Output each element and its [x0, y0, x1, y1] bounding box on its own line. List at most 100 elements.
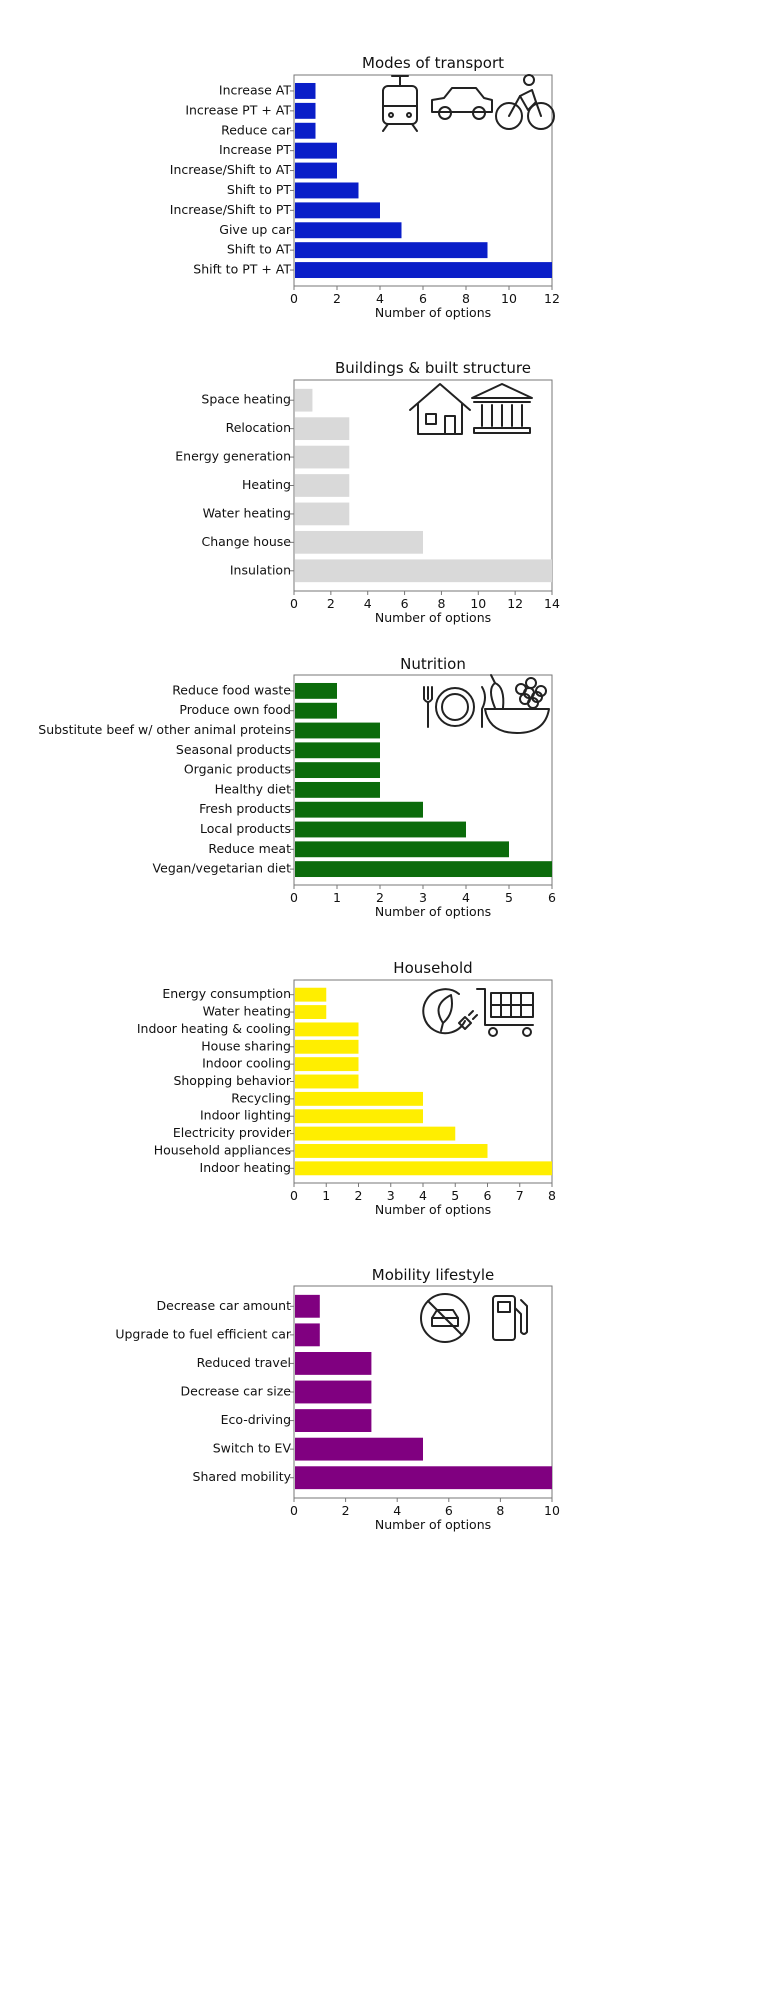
category-label: Water heating — [203, 505, 291, 520]
category-label: Shopping behavior — [173, 1073, 291, 1088]
bar — [295, 474, 350, 497]
bar — [295, 702, 337, 719]
chart-panel-2: Nutrition Reduce food waste Produce own fo… — [38, 655, 556, 919]
category-label: Substitute beef w/ other animal proteins — [38, 722, 291, 737]
x-tick-label: 14 — [544, 596, 560, 611]
category-label: Decrease car amount — [157, 1298, 292, 1313]
x-tick-label: 10 — [470, 596, 486, 611]
bar — [295, 1039, 359, 1054]
x-tick-label: 6 — [445, 1503, 453, 1518]
x-tick-label: 6 — [484, 1188, 492, 1203]
bar — [295, 530, 423, 554]
no-car-icon — [420, 1293, 470, 1343]
category-label: Relocation — [226, 420, 291, 435]
x-tick-label: 3 — [419, 890, 427, 905]
category-label: Increase/Shift to AT — [170, 162, 292, 177]
bar — [295, 1380, 372, 1404]
category-label: Indoor heating & cooling — [137, 1021, 291, 1036]
bar — [295, 82, 316, 99]
bar — [295, 1057, 359, 1072]
chart-panel-1: Buildings & built structure Space heating… — [175, 359, 560, 625]
bar — [295, 182, 359, 199]
x-tick-label: 2 — [376, 890, 384, 905]
bar — [295, 1352, 372, 1375]
category-label: House sharing — [201, 1038, 291, 1053]
chart-panel-4: Mobility lifestyle Decrease car amount Upg… — [115, 1266, 560, 1532]
chart-title: Household — [393, 959, 472, 977]
category-label: Shift to PT — [227, 182, 291, 197]
bar — [295, 242, 488, 259]
category-label: Electricity provider — [173, 1125, 292, 1140]
bar — [295, 682, 337, 699]
category-label: Indoor lighting — [200, 1108, 291, 1123]
x-tick-label: 0 — [290, 890, 298, 905]
cyclist-icon — [495, 74, 555, 130]
house-icon — [409, 383, 471, 435]
bar — [295, 781, 380, 798]
x-axis-label: Number of options — [375, 305, 491, 320]
x-axis-label: Number of options — [375, 1202, 491, 1217]
category-label: Increase AT — [219, 82, 291, 97]
category-label: Switch to EV — [213, 1441, 292, 1456]
x-tick-label: 10 — [501, 291, 517, 306]
x-axis-label: Number of options — [375, 904, 491, 919]
shopping-cart-icon — [476, 988, 534, 1037]
bar — [295, 1466, 552, 1490]
bar — [295, 262, 552, 279]
category-label: Increase PT — [219, 142, 291, 157]
bar — [295, 821, 466, 838]
category-label: Change house — [201, 534, 291, 549]
x-tick-label: 0 — [290, 596, 298, 611]
x-tick-label: 0 — [290, 291, 298, 306]
category-label: Space heating — [201, 392, 291, 407]
x-tick-label: 2 — [333, 291, 341, 306]
category-label: Vegan/vegetarian diet — [153, 861, 292, 876]
bar — [295, 742, 380, 759]
bar — [295, 142, 337, 159]
category-label: Shift to AT — [227, 242, 291, 257]
category-label: Seasonal products — [176, 742, 291, 757]
bar — [295, 1022, 359, 1037]
public-building-icon — [471, 383, 533, 434]
bar — [295, 801, 423, 818]
category-label: Eco-driving — [221, 1412, 291, 1427]
bar — [295, 1126, 456, 1141]
bar — [295, 987, 327, 1002]
x-tick-label: 8 — [548, 1188, 556, 1203]
eco-plug-icon — [422, 988, 478, 1035]
category-label: Local products — [200, 821, 291, 836]
category-label: Shared mobility — [193, 1469, 292, 1484]
category-label: Reduced travel — [197, 1355, 291, 1370]
x-tick-label: 8 — [437, 596, 445, 611]
x-axis-label: Number of options — [375, 610, 491, 625]
x-tick-label: 4 — [419, 1188, 427, 1203]
category-label: Household appliances — [154, 1142, 291, 1157]
category-label: Indoor cooling — [202, 1056, 291, 1071]
x-tick-label: 7 — [516, 1188, 524, 1203]
x-tick-label: 6 — [419, 291, 427, 306]
bar — [295, 841, 509, 858]
x-tick-label: 2 — [327, 596, 335, 611]
fruit-bowl-icon — [484, 674, 550, 734]
x-tick-label: 2 — [342, 1503, 350, 1518]
x-tick-label: 2 — [355, 1188, 363, 1203]
x-tick-label: 10 — [544, 1503, 560, 1518]
bar — [295, 102, 316, 119]
bar — [295, 388, 313, 412]
x-tick-label: 1 — [322, 1188, 330, 1203]
x-tick-label: 0 — [290, 1503, 298, 1518]
bar — [295, 1161, 552, 1176]
bar — [295, 1323, 320, 1347]
category-label: Reduce meat — [208, 841, 291, 856]
x-tick-label: 6 — [401, 596, 409, 611]
bar — [295, 1294, 320, 1318]
category-label: Energy consumption — [162, 986, 291, 1001]
category-label: Reduce food waste — [172, 682, 291, 697]
category-label: Indoor heating — [200, 1160, 291, 1175]
category-label: Give up car — [219, 222, 292, 237]
car-icon — [431, 87, 493, 120]
x-tick-label: 5 — [451, 1188, 459, 1203]
x-tick-label: 4 — [393, 1503, 401, 1518]
bar — [295, 162, 337, 179]
bar — [295, 722, 380, 739]
